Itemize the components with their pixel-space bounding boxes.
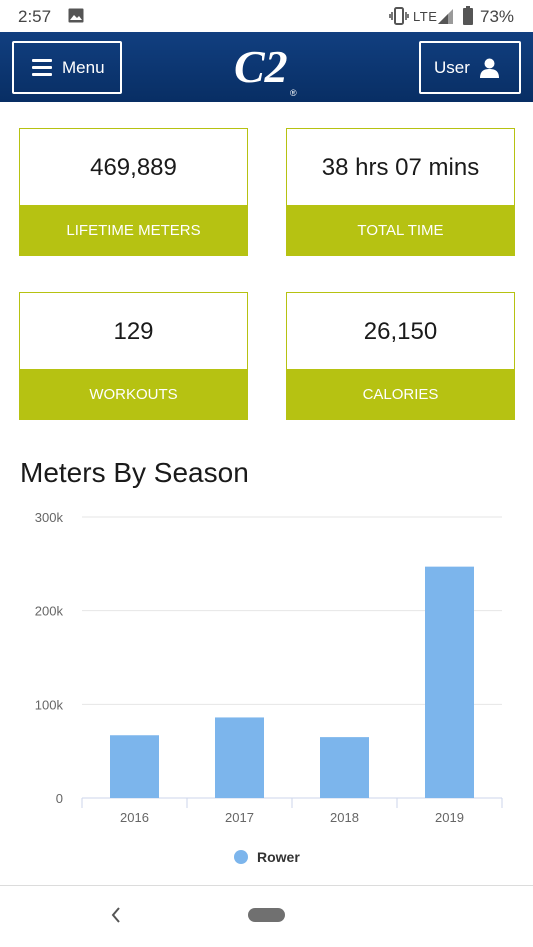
status-network: LTE: [413, 9, 438, 24]
nav-divider: [0, 885, 533, 886]
stat-label: LIFETIME METERS: [19, 205, 248, 256]
hamburger-icon: [32, 59, 52, 76]
stat-card-calories: 26,150 CALORIES: [286, 292, 515, 420]
stat-card-lifetime-meters: 469,889 LIFETIME METERS: [19, 128, 248, 256]
bar-2018: [320, 737, 369, 798]
menu-button[interactable]: Menu: [12, 41, 122, 94]
x-tick-label: 2019: [435, 810, 464, 825]
stat-value: 38 hrs 07 mins: [321, 153, 480, 181]
status-bar: 2:57 LTE 73%: [0, 0, 533, 32]
signal-icon: [438, 9, 453, 24]
user-button[interactable]: User: [419, 41, 521, 94]
stat-value: 469,889: [90, 153, 177, 181]
bar-2016: [110, 735, 159, 798]
user-icon: [479, 58, 499, 78]
stat-card-total-time: 38 hrs 07 mins TOTAL TIME: [286, 128, 515, 256]
legend-label: Rower: [257, 849, 300, 865]
x-tick-label: 2016: [120, 810, 149, 825]
y-tick-label: 0: [56, 791, 63, 806]
y-tick-label: 300k: [35, 510, 64, 525]
user-label: User: [434, 57, 470, 77]
x-tick-label: 2018: [330, 810, 359, 825]
stat-value: 129: [113, 317, 154, 345]
legend-marker: [234, 850, 248, 864]
stat-card-workouts: 129 WORKOUTS: [19, 292, 248, 420]
back-icon[interactable]: [107, 904, 125, 926]
logo-text: C2: [234, 41, 288, 92]
battery-icon: [463, 6, 473, 25]
chart-title: Meters By Season: [20, 457, 249, 488]
c2-logo[interactable]: C2 ®: [232, 40, 304, 98]
stat-label: WORKOUTS: [19, 369, 248, 420]
meters-by-season-chart: 0 100k 200k 300k 2016 2017 2018 2019 Rower: [35, 510, 503, 865]
stat-label: TOTAL TIME: [286, 205, 515, 256]
vibrate-icon: [389, 7, 409, 25]
status-battery: 73%: [480, 7, 515, 26]
status-time: 2:57: [18, 7, 52, 26]
x-tick-label: 2017: [225, 810, 254, 825]
stat-label: CALORIES: [286, 369, 515, 420]
system-nav-bar: [0, 886, 533, 947]
bar-2017: [215, 717, 264, 798]
stat-value: 26,150: [363, 317, 438, 345]
y-tick-label: 100k: [35, 697, 64, 712]
logo-registered-mark: ®: [290, 88, 297, 98]
photo-icon: [68, 8, 84, 23]
menu-label: Menu: [62, 57, 105, 77]
app-header: Menu C2 ® User: [0, 32, 533, 102]
home-pill-icon[interactable]: [248, 908, 285, 922]
y-tick-label: 200k: [35, 604, 64, 619]
bar-2019: [425, 566, 474, 798]
